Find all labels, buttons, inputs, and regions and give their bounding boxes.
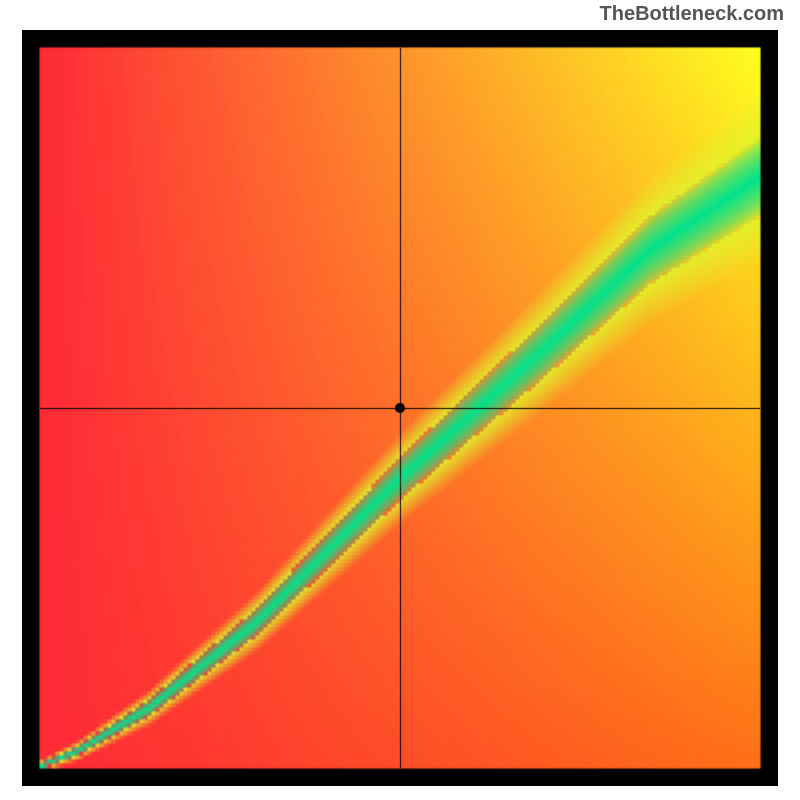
plot-area	[22, 30, 778, 786]
watermark-text: TheBottleneck.com	[600, 3, 784, 26]
chart-container: TheBottleneck.com	[0, 0, 800, 800]
heatmap-canvas	[22, 30, 778, 786]
